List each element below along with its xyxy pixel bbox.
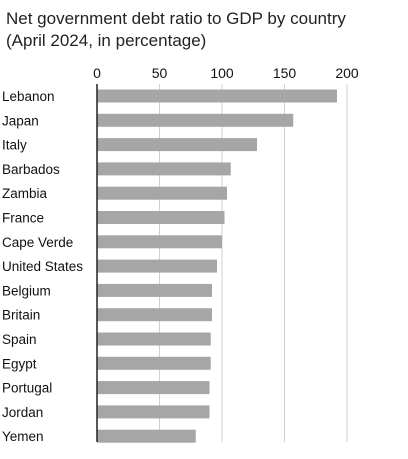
bar-italy: [97, 138, 257, 152]
bar-france: [97, 211, 225, 224]
bar-portugal: [97, 381, 210, 395]
category-label-portugal: Portugal: [2, 381, 52, 396]
category-label-lebanon: Lebanon: [2, 89, 55, 104]
bar-united-states: [97, 259, 217, 273]
bar-egypt: [97, 356, 211, 370]
category-label-cape-verde: Cape Verde: [2, 235, 73, 250]
x-tick-label-50: 50: [152, 65, 168, 81]
x-tick-label-200: 200: [335, 65, 359, 81]
bar-barbados: [97, 162, 231, 176]
chart-title: Net government debt ratio to GDP by coun…: [6, 8, 346, 52]
bar-yemen: [97, 429, 196, 443]
category-label-barbados: Barbados: [2, 162, 60, 177]
category-label-zambia: Zambia: [2, 186, 48, 201]
category-label-italy: Italy: [2, 138, 27, 153]
bar-britain: [97, 308, 212, 322]
category-label-yemen: Yemen: [2, 429, 44, 444]
category-label-united-states: United States: [2, 259, 83, 274]
category-label-britain: Britain: [2, 308, 40, 323]
bar-cape-verde: [97, 235, 222, 249]
x-tick-label-0: 0: [93, 65, 101, 81]
bar-spain: [97, 332, 211, 346]
chart-title-text: Net government debt ratio to GDP by coun…: [6, 9, 346, 28]
bar-lebanon: [97, 89, 337, 103]
chart-subtitle: (April 2024, in percentage): [6, 31, 207, 50]
category-label-spain: Spain: [2, 332, 37, 347]
x-tick-label-150: 150: [273, 65, 297, 81]
x-tick-label-100: 100: [210, 65, 234, 81]
bar-jordan: [97, 405, 210, 419]
category-label-belgium: Belgium: [2, 283, 51, 298]
category-label-japan: Japan: [2, 113, 39, 128]
category-label-egypt: Egypt: [2, 356, 37, 371]
bar-belgium: [97, 283, 212, 297]
category-label-france: France: [2, 211, 44, 226]
bar-zambia: [97, 186, 227, 200]
category-label-jordan: Jordan: [2, 405, 43, 420]
bar-japan: [97, 113, 294, 127]
